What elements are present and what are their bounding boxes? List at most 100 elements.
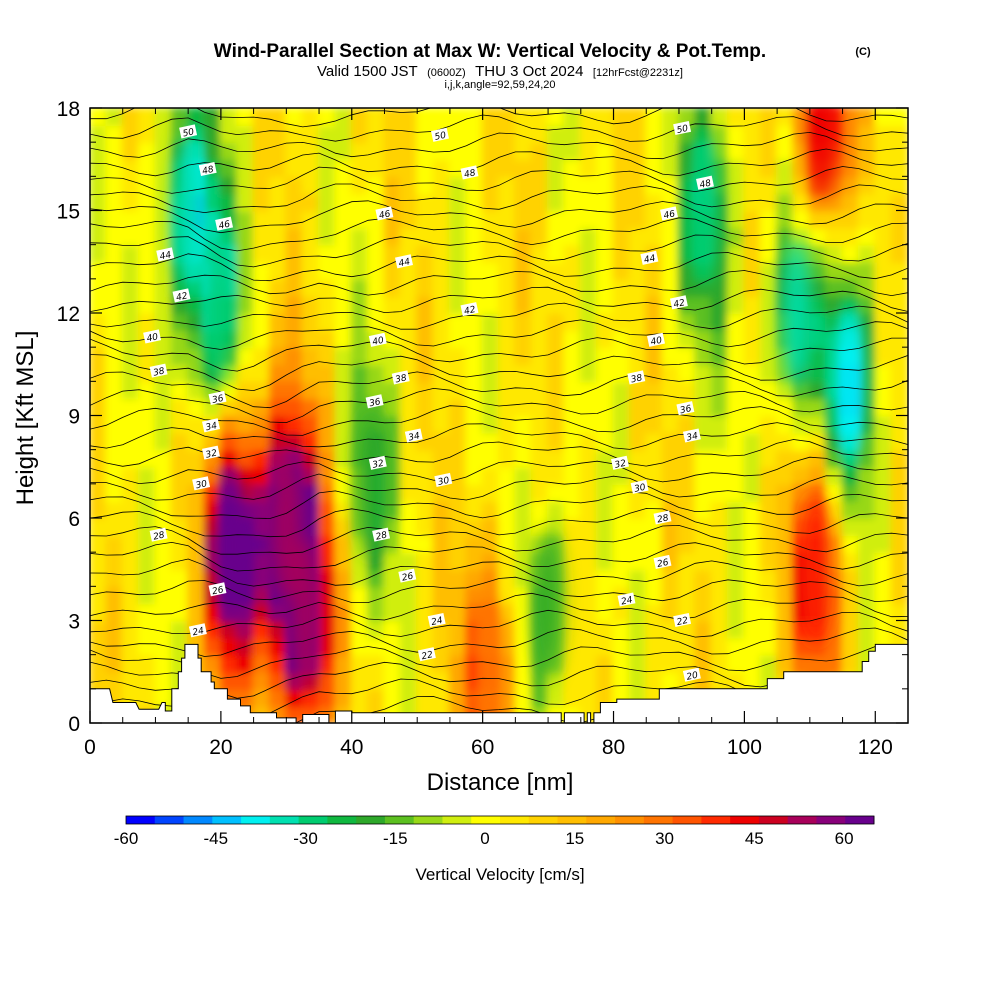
velocity-cell xyxy=(334,670,353,690)
velocity-cell xyxy=(677,585,697,605)
velocity-cell xyxy=(367,585,386,605)
velocity-cell xyxy=(432,380,451,400)
velocity-cell xyxy=(612,277,631,297)
contour-label-bg xyxy=(368,455,387,470)
velocity-cell xyxy=(219,653,239,673)
velocity-cell xyxy=(808,277,828,297)
velocity-cell xyxy=(121,534,141,554)
velocity-cell xyxy=(465,482,484,502)
velocity-cell xyxy=(154,124,173,144)
velocity-cell xyxy=(236,277,255,297)
velocity-cell xyxy=(121,294,141,314)
contour-label-bg xyxy=(368,332,387,347)
colorbar-swatch xyxy=(845,816,875,824)
velocity-cell xyxy=(612,534,631,554)
velocity-cell xyxy=(857,448,877,468)
velocity-cell xyxy=(301,175,321,195)
velocity-cell xyxy=(841,141,860,161)
velocity-cell xyxy=(808,414,828,434)
velocity-cell xyxy=(416,448,435,468)
velocity-cell xyxy=(285,108,304,127)
contour-label-text: 32 xyxy=(614,459,628,471)
velocity-cell xyxy=(170,517,190,537)
velocity-cell xyxy=(138,277,157,297)
velocity-cell xyxy=(448,517,468,537)
velocity-cell xyxy=(448,380,468,400)
velocity-cell xyxy=(399,414,419,434)
velocity-cell xyxy=(203,551,222,571)
velocity-cell xyxy=(481,465,500,485)
velocity-cell xyxy=(187,414,206,434)
velocity-cell xyxy=(268,380,288,400)
velocity-cell xyxy=(219,670,239,690)
velocity-cell xyxy=(154,294,173,314)
velocity-cell xyxy=(530,124,550,144)
velocity-cell xyxy=(318,585,337,605)
velocity-cell xyxy=(596,499,615,519)
contour-label: 42 xyxy=(460,302,479,317)
velocity-cell xyxy=(596,397,615,417)
velocity-cell xyxy=(350,568,370,588)
velocity-cell xyxy=(432,499,451,519)
velocity-cell xyxy=(481,226,500,246)
velocity-cell xyxy=(465,431,484,451)
velocity-cell xyxy=(285,414,304,434)
velocity-cell xyxy=(874,192,893,212)
velocity-cell xyxy=(547,209,566,229)
velocity-cell xyxy=(759,312,779,332)
theta-contour xyxy=(90,270,908,297)
velocity-cell xyxy=(301,346,321,366)
velocity-cell xyxy=(187,363,206,383)
velocity-cell xyxy=(579,619,599,639)
velocity-cell xyxy=(727,226,746,246)
velocity-cell xyxy=(530,465,550,485)
velocity-cell xyxy=(628,192,648,212)
downdraft-core xyxy=(173,135,203,286)
contour-label: 34 xyxy=(202,418,220,433)
velocity-cell xyxy=(727,277,746,297)
velocity-cell xyxy=(465,124,484,144)
velocity-cell xyxy=(579,414,599,434)
velocity-cell xyxy=(252,653,271,673)
velocity-cell xyxy=(285,363,304,383)
velocity-cell xyxy=(743,585,762,605)
velocity-cell xyxy=(170,312,190,332)
velocity-cell xyxy=(416,175,435,195)
velocity-cell xyxy=(399,380,419,400)
velocity-cell xyxy=(759,431,779,451)
velocity-cell xyxy=(530,158,550,178)
velocity-cell xyxy=(121,226,141,246)
velocity-cell xyxy=(383,482,402,502)
velocity-cell xyxy=(514,175,533,195)
velocity-cell xyxy=(90,448,108,468)
velocity-cell xyxy=(154,585,173,605)
velocity-cell xyxy=(579,124,599,144)
velocity-cell xyxy=(628,602,648,622)
velocity-cell xyxy=(465,192,484,212)
velocity-cell xyxy=(743,192,762,212)
velocity-cell xyxy=(841,636,860,656)
downdraft-core xyxy=(782,237,812,389)
velocity-cell xyxy=(890,363,908,383)
velocity-cell xyxy=(776,568,795,588)
contour-label: 44 xyxy=(640,250,659,266)
velocity-cell xyxy=(661,260,680,280)
velocity-cell xyxy=(694,312,713,332)
velocity-cell xyxy=(808,260,828,280)
velocity-cell xyxy=(776,465,795,485)
velocity-cell xyxy=(612,602,631,622)
velocity-cell xyxy=(759,568,779,588)
velocity-cell xyxy=(383,175,402,195)
velocity-cell xyxy=(628,175,648,195)
velocity-cell xyxy=(154,499,173,519)
velocity-cell xyxy=(334,226,353,246)
velocity-cell xyxy=(90,158,108,178)
velocity-cell xyxy=(874,346,893,366)
velocity-cell xyxy=(301,312,321,332)
velocity-cell xyxy=(514,482,533,502)
velocity-cell xyxy=(874,363,893,383)
velocity-cell xyxy=(481,346,500,366)
contour-label-text: 28 xyxy=(656,513,670,525)
velocity-cell xyxy=(416,192,435,212)
